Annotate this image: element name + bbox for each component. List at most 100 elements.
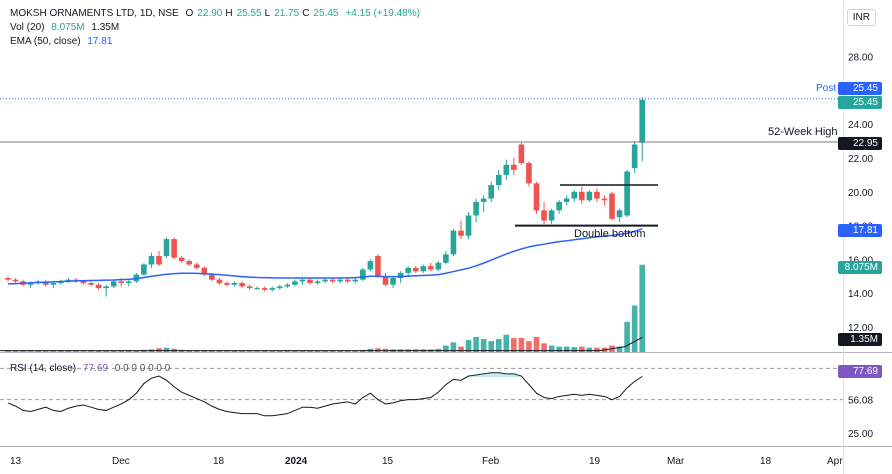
ohlc-value: 25.45 <box>313 8 339 19</box>
volume-bar <box>563 346 570 352</box>
candle-body <box>80 281 87 284</box>
post-price: 25.45 <box>852 83 878 94</box>
high52-price-badge: 22.95 <box>838 137 882 150</box>
volume-bar <box>103 350 109 352</box>
volume-bar <box>201 350 208 352</box>
ohlc-value: +4.15 (+19.48%) <box>345 8 420 19</box>
volume-bar <box>224 351 230 352</box>
volume-header: Vol (20) 8.075M 1.35M <box>10 22 123 33</box>
volume-bar <box>352 350 359 352</box>
volume-bar <box>216 351 223 352</box>
candle-body <box>480 198 487 202</box>
candle-body <box>556 201 562 211</box>
candle-body <box>224 283 230 285</box>
volume-bar <box>254 351 260 352</box>
price-tick-label: 14.00 <box>848 289 873 300</box>
candle-body <box>495 174 502 186</box>
volume-bar <box>292 350 298 352</box>
candle-body <box>277 286 283 289</box>
rsi-value: 77.69 <box>82 363 108 374</box>
volume-bar <box>518 337 525 352</box>
candle-body <box>337 279 343 282</box>
x-tick-label: Feb <box>482 456 500 467</box>
volume-bar <box>73 351 79 352</box>
x-tick-label: Apr <box>827 456 843 467</box>
ema-label: EMA (50, close) <box>10 36 81 47</box>
candle-body <box>428 266 434 270</box>
volume-bar <box>80 351 87 352</box>
volume-bar <box>526 341 532 352</box>
candle-body <box>95 284 102 289</box>
price-tick-label: 22.00 <box>848 154 873 165</box>
last-price: 25.45 <box>852 97 878 108</box>
rsi-badge: 77.69 <box>838 365 882 378</box>
ohlc-key: L <box>264 8 271 19</box>
candle-body <box>110 281 117 287</box>
volume-bar <box>533 336 540 352</box>
volume-bar <box>12 351 19 352</box>
candle-body <box>586 191 593 201</box>
volume-bar <box>541 343 547 352</box>
candle-body <box>616 210 623 218</box>
volume-bar <box>450 342 457 352</box>
candle-body <box>639 99 645 143</box>
candle-body <box>299 279 306 282</box>
post-badge: Post <box>811 82 840 95</box>
candle-body <box>511 164 517 170</box>
candle-body <box>503 164 510 175</box>
candle-body <box>284 284 291 287</box>
candle-body <box>420 266 427 272</box>
volume-bar <box>314 351 321 352</box>
volume-ma-line <box>0 336 643 352</box>
candle-body <box>42 281 49 285</box>
candle-body <box>171 239 177 258</box>
candle-body <box>579 191 585 201</box>
price-tick-label: 20.00 <box>848 188 873 199</box>
rsi-header: RSI (14, close) 77.69 0 0 0 0 0 0 0 <box>10 363 174 374</box>
volume-bar <box>133 350 140 352</box>
volume-bar <box>488 341 494 352</box>
candle-body <box>254 288 260 290</box>
candle-body <box>344 279 351 282</box>
volume-bar <box>239 351 245 352</box>
volume-bar <box>548 345 555 352</box>
candle-body <box>397 272 404 278</box>
currency-button[interactable]: INR <box>846 9 876 26</box>
candle-body <box>126 281 132 284</box>
candle-body <box>518 144 525 164</box>
candle-body <box>239 283 245 287</box>
candle-body <box>405 267 411 273</box>
candle-body <box>231 283 238 285</box>
rsi-label: RSI (14, close) <box>10 363 77 374</box>
volume-bar <box>27 351 34 352</box>
volume-bar <box>50 351 57 352</box>
price-tick-label: 24.00 <box>848 120 873 131</box>
candles <box>5 97 645 297</box>
volume-bar <box>480 339 487 352</box>
double-bottom-annotation: Double bottom <box>574 228 646 240</box>
candle-body <box>412 267 419 272</box>
volume-bar <box>307 351 313 352</box>
x-tick-label: 19 <box>589 456 601 467</box>
candle-body <box>450 230 457 255</box>
candle-body <box>88 283 94 285</box>
symbol-header: MOKSH ORNAMENTS LTD, 1D, NSE O 22.90 H 25.5… <box>10 8 427 19</box>
ema-line <box>7 228 643 285</box>
volume-bar <box>163 347 170 352</box>
candle-body <box>148 256 155 265</box>
candle-body <box>103 286 109 289</box>
ohlc-key: C <box>302 8 310 19</box>
candle-body <box>156 256 162 265</box>
volume-bar <box>337 350 343 352</box>
candle-body <box>465 215 472 236</box>
volume-bar <box>246 351 253 352</box>
candle-body <box>367 261 374 270</box>
candle-body <box>601 198 608 201</box>
candle-body <box>141 264 147 275</box>
ohlc-key: H <box>225 8 233 19</box>
overlay-lines <box>0 98 843 285</box>
volume-badge: 8.075M <box>838 261 882 274</box>
volume-bar <box>299 350 306 352</box>
volume-ma-badge: 1.35M <box>838 333 882 346</box>
